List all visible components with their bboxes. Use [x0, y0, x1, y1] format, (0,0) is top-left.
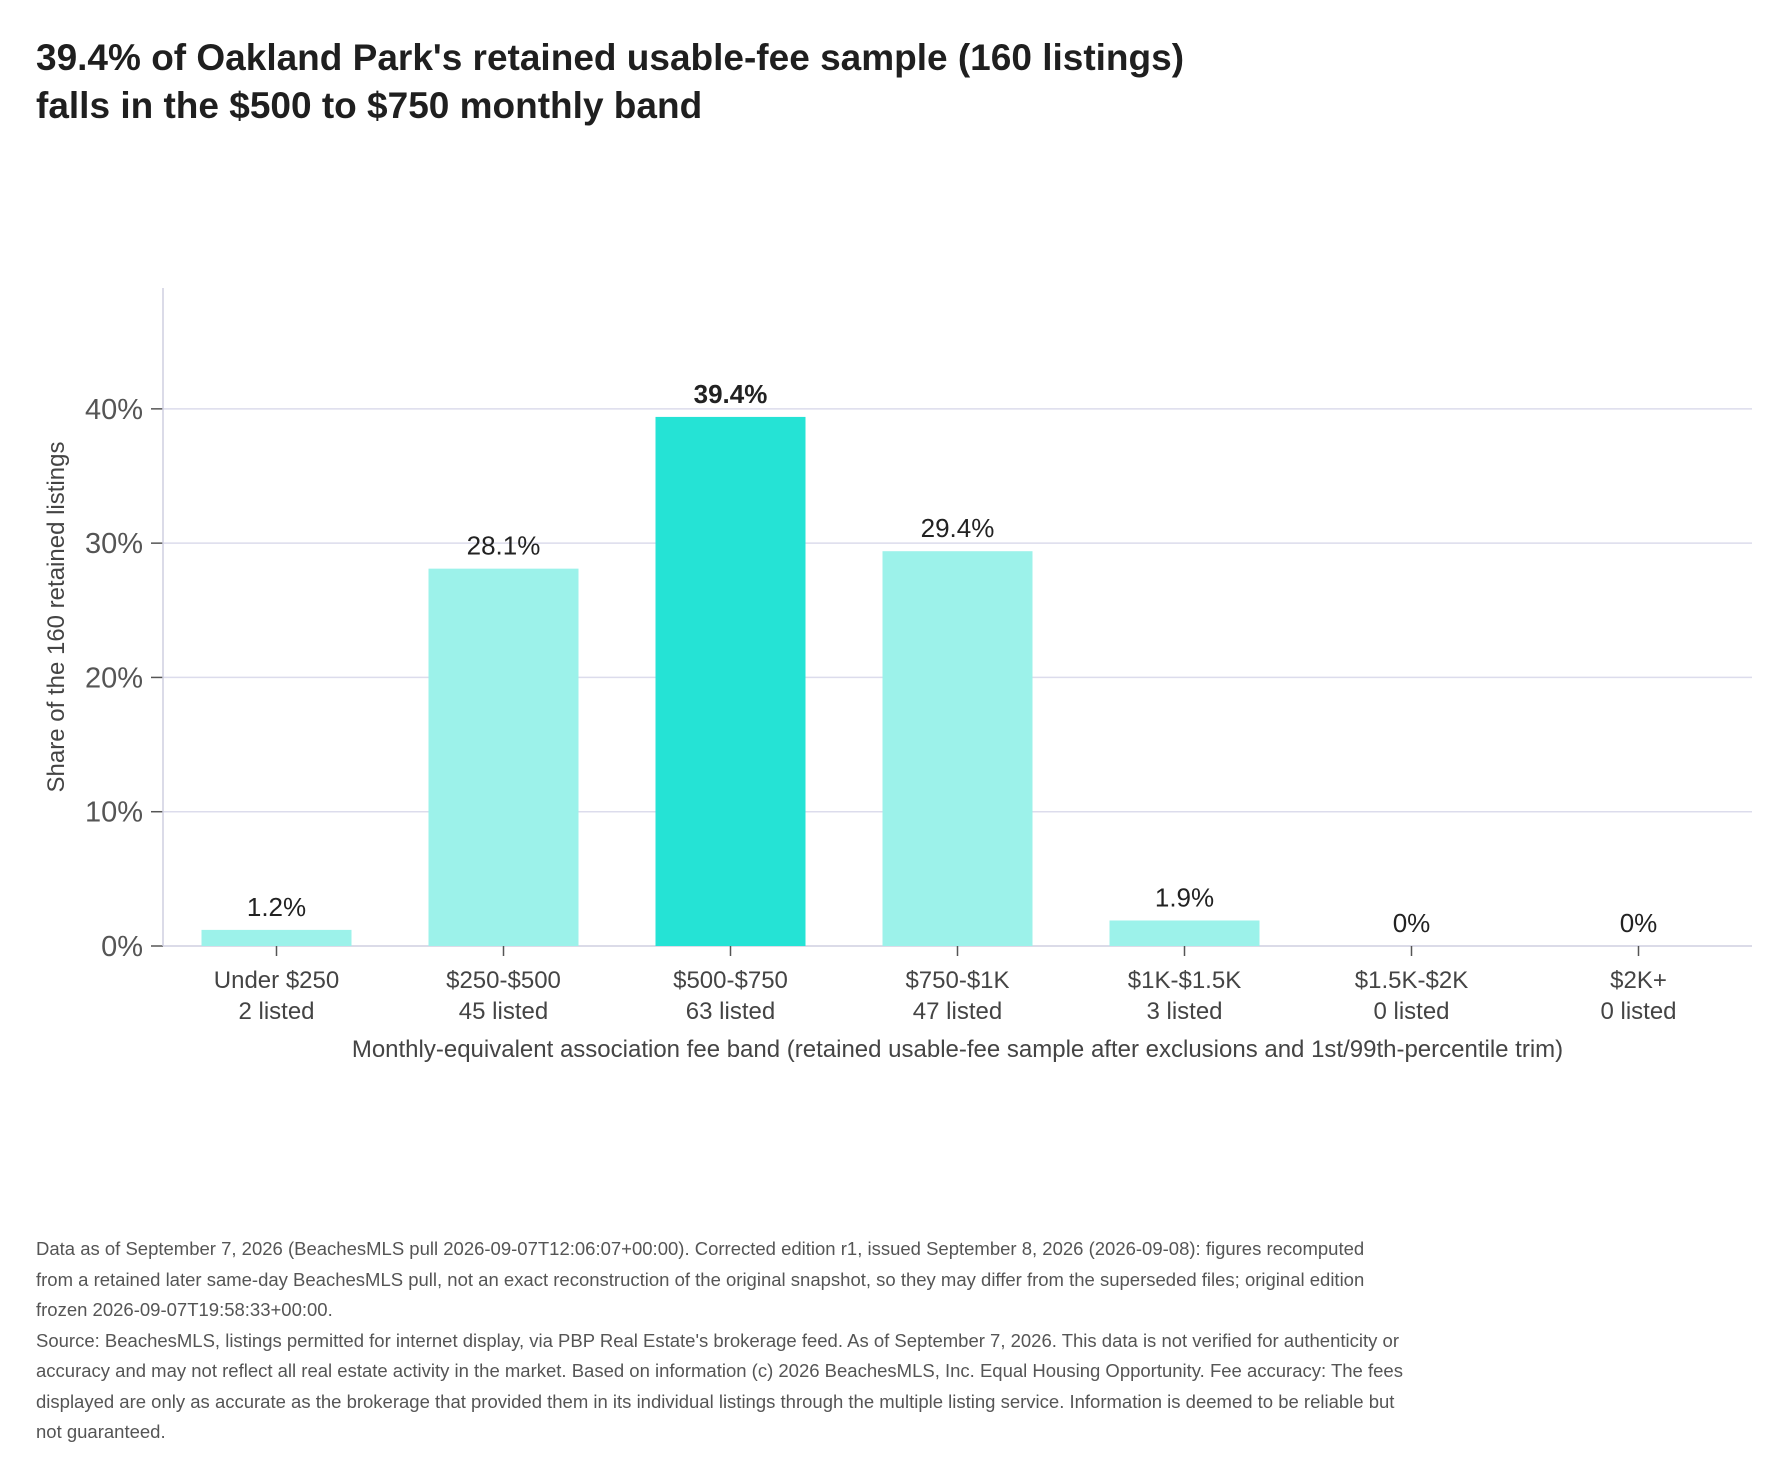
x-tick-label: $500-$750: [673, 967, 788, 994]
chart-title-line-2: falls in the $500 to $750 monthly band: [36, 85, 703, 126]
source-note: Source: BeachesMLS, listings permitted f…: [36, 1329, 1403, 1443]
y-tick-label: 30%: [85, 528, 143, 560]
x-tick-count-label: 2 listed: [238, 998, 314, 1025]
y-axis-title: Share of the 160 retained listings: [43, 442, 70, 793]
bar: [428, 568, 579, 946]
bar-value-label: 0%: [1393, 908, 1431, 938]
bar-value-label: 0%: [1620, 908, 1658, 938]
x-tick-label: $1K-$1.5K: [1128, 967, 1241, 994]
bar: [201, 929, 352, 946]
x-tick-label: $250-$500: [446, 967, 561, 994]
x-tick-count-label: 0 listed: [1600, 998, 1676, 1025]
x-tick-label: $750-$1K: [905, 967, 1009, 994]
x-tick-label: $2K+: [1610, 967, 1667, 994]
bar-value-label: 1.2%: [247, 892, 306, 922]
x-tick-count-label: 0 listed: [1373, 998, 1449, 1025]
x-tick-count-label: 63 listed: [686, 998, 775, 1025]
bar-value-label: 39.4%: [694, 379, 768, 409]
x-tick-label: $1.5K-$2K: [1355, 967, 1468, 994]
y-tick-label: 0%: [101, 931, 143, 963]
x-axis-title: Monthly-equivalent association fee band …: [352, 1036, 1563, 1063]
chart-title: 39.4% of Oakland Park's retained usable-…: [36, 34, 1536, 130]
bar: [1109, 920, 1260, 946]
y-tick-label: 40%: [85, 394, 143, 426]
bar-value-label: 29.4%: [921, 513, 995, 543]
x-tick-label: Under $250: [214, 967, 339, 994]
bar-chart: 0% 10% 20% 30% 40% 1.2% Under $250 2 listed 28.1…: [43, 288, 1752, 1063]
x-tick-count-label: 3 listed: [1146, 998, 1222, 1025]
y-tick-label: 10%: [85, 797, 143, 829]
bar: [655, 416, 806, 946]
x-tick-count-label: 45 listed: [459, 998, 548, 1025]
data-edition-note: Data as of September 7, 2026 (BeachesMLS…: [36, 1238, 1365, 1320]
x-tick-count-label: 47 listed: [913, 998, 1002, 1025]
chart-title-line-1: 39.4% of Oakland Park's retained usable-…: [36, 37, 1185, 78]
bar-value-label: 28.1%: [467, 531, 541, 561]
y-tick-label: 20%: [85, 662, 143, 694]
footnotes: Data as of September 7, 2026 (BeachesMLS…: [36, 1234, 1406, 1448]
bar: [882, 551, 1033, 946]
bar-value-label: 1.9%: [1155, 882, 1214, 912]
